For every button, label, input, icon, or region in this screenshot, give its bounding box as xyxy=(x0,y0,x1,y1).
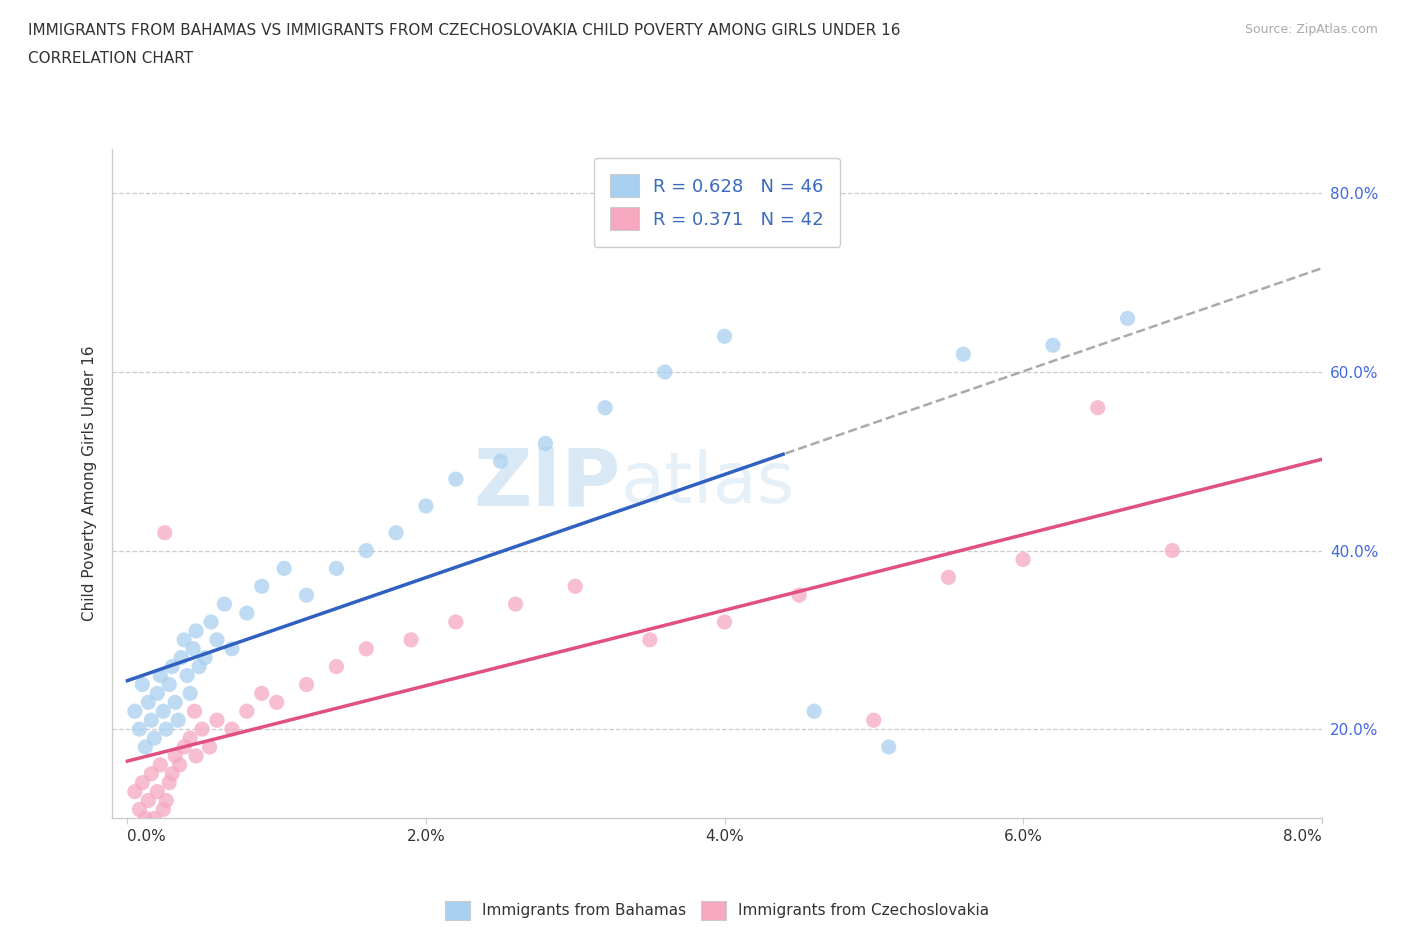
Point xyxy=(181,642,204,657)
Point xyxy=(169,757,191,772)
Text: Source: ZipAtlas.com: Source: ZipAtlas.com xyxy=(1244,23,1378,36)
Point xyxy=(250,686,273,701)
Point xyxy=(415,498,437,513)
Point xyxy=(399,632,422,647)
Point xyxy=(250,578,273,593)
Point xyxy=(1012,552,1035,567)
Point xyxy=(236,605,259,620)
Point xyxy=(176,668,198,683)
Point xyxy=(149,757,172,772)
Point xyxy=(146,686,169,701)
Point xyxy=(1087,400,1109,415)
Text: IMMIGRANTS FROM BAHAMAS VS IMMIGRANTS FROM CZECHOSLOVAKIA CHILD POVERTY AMONG GI: IMMIGRANTS FROM BAHAMAS VS IMMIGRANTS FR… xyxy=(28,23,901,38)
Point xyxy=(1042,338,1064,352)
Point xyxy=(564,578,586,593)
Point xyxy=(191,722,214,737)
Point xyxy=(131,677,153,692)
Point xyxy=(713,615,735,630)
Point xyxy=(165,695,187,710)
Point xyxy=(534,436,557,451)
Point xyxy=(146,784,169,799)
Point xyxy=(124,784,146,799)
Point xyxy=(221,722,243,737)
Point xyxy=(134,739,156,754)
Point xyxy=(877,739,900,754)
Point xyxy=(183,704,205,719)
Point xyxy=(214,597,236,612)
Point xyxy=(295,677,318,692)
Point xyxy=(134,811,156,826)
Point xyxy=(136,695,159,710)
Point xyxy=(179,731,201,746)
Point xyxy=(152,704,174,719)
Text: ZIP: ZIP xyxy=(472,445,620,523)
Point xyxy=(170,650,193,665)
Point xyxy=(654,365,676,379)
Point xyxy=(155,722,177,737)
Point xyxy=(143,811,166,826)
Point xyxy=(188,659,211,674)
Point xyxy=(157,776,180,790)
Point xyxy=(713,329,735,344)
Point xyxy=(266,695,288,710)
Point xyxy=(273,561,295,576)
Point xyxy=(160,659,183,674)
Point xyxy=(124,704,146,719)
Point xyxy=(179,686,201,701)
Point xyxy=(938,570,960,585)
Point xyxy=(184,623,207,638)
Point xyxy=(173,632,195,647)
Point xyxy=(205,712,228,727)
Point xyxy=(862,712,884,727)
Point xyxy=(143,731,166,746)
Point xyxy=(505,597,527,612)
Point xyxy=(444,615,467,630)
Point xyxy=(149,668,172,683)
Text: atlas: atlas xyxy=(620,449,794,518)
Point xyxy=(131,776,153,790)
Point xyxy=(200,615,222,630)
Point xyxy=(952,347,974,362)
Point xyxy=(153,525,176,540)
Point xyxy=(165,749,187,764)
Point xyxy=(205,632,228,647)
Point xyxy=(155,793,177,808)
Point xyxy=(787,588,810,603)
Point xyxy=(184,749,207,764)
Point xyxy=(638,632,661,647)
Point xyxy=(236,704,259,719)
Point xyxy=(593,400,616,415)
Point xyxy=(489,454,512,469)
Point xyxy=(152,802,174,817)
Point xyxy=(128,802,150,817)
Point xyxy=(136,793,159,808)
Legend: Immigrants from Bahamas, Immigrants from Czechoslovakia: Immigrants from Bahamas, Immigrants from… xyxy=(437,893,997,928)
Point xyxy=(160,766,183,781)
Point xyxy=(198,739,221,754)
Point xyxy=(128,722,150,737)
Point xyxy=(221,642,243,657)
Point xyxy=(385,525,408,540)
Point xyxy=(141,766,163,781)
Point xyxy=(167,712,190,727)
Point xyxy=(1116,311,1139,325)
Point xyxy=(325,659,347,674)
Point xyxy=(194,650,217,665)
Point xyxy=(295,588,318,603)
Point xyxy=(173,739,195,754)
Text: CORRELATION CHART: CORRELATION CHART xyxy=(28,51,193,66)
Point xyxy=(1161,543,1184,558)
Point xyxy=(444,472,467,486)
Point xyxy=(354,642,377,657)
Y-axis label: Child Poverty Among Girls Under 16: Child Poverty Among Girls Under 16 xyxy=(82,346,97,621)
Point xyxy=(325,561,347,576)
Point xyxy=(141,712,163,727)
Point xyxy=(157,677,180,692)
Point xyxy=(803,704,825,719)
Point xyxy=(354,543,377,558)
